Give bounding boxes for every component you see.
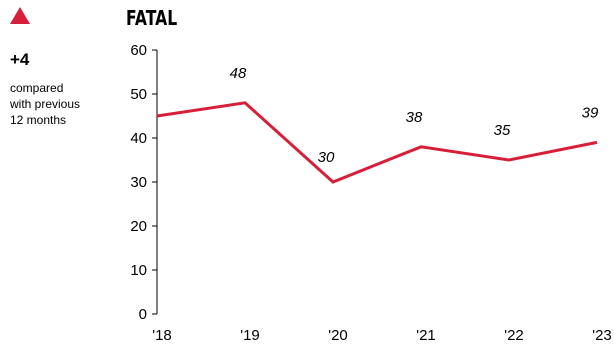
data-label: 38 — [406, 109, 423, 126]
change-value: +4 — [10, 50, 30, 69]
data-label: 39 — [582, 104, 599, 121]
comparison-note: compared with previous 12 months — [10, 80, 110, 128]
y-tick-label: 10 — [130, 262, 147, 279]
y-tick-label: 20 — [130, 218, 147, 235]
comparison-note-line: 12 months — [10, 113, 67, 127]
series-line — [156, 101, 598, 184]
y-tick-label: 30 — [130, 174, 147, 191]
x-tick-label: '20 — [328, 327, 348, 344]
chart-title: FATAL — [126, 6, 178, 30]
y-tick-label: 60 — [130, 42, 147, 59]
x-tick-label: '23 — [592, 327, 612, 344]
x-tick-label: '21 — [416, 327, 436, 344]
y-tick-label: 50 — [130, 86, 147, 103]
data-label: 48 — [230, 65, 247, 82]
comparison-note-line: compared — [10, 81, 64, 95]
comparison-note-line: with previous — [10, 97, 81, 111]
data-label: 35 — [494, 122, 511, 139]
x-tick-label: '19 — [240, 327, 260, 344]
data-label: 30 — [318, 149, 335, 166]
x-tick-label: '22 — [504, 327, 524, 344]
triangle-up-icon — [10, 7, 30, 24]
x-tick-label: '18 — [152, 327, 172, 344]
y-tick-label: 40 — [130, 130, 147, 147]
y-tick-label: 0 — [139, 306, 147, 323]
